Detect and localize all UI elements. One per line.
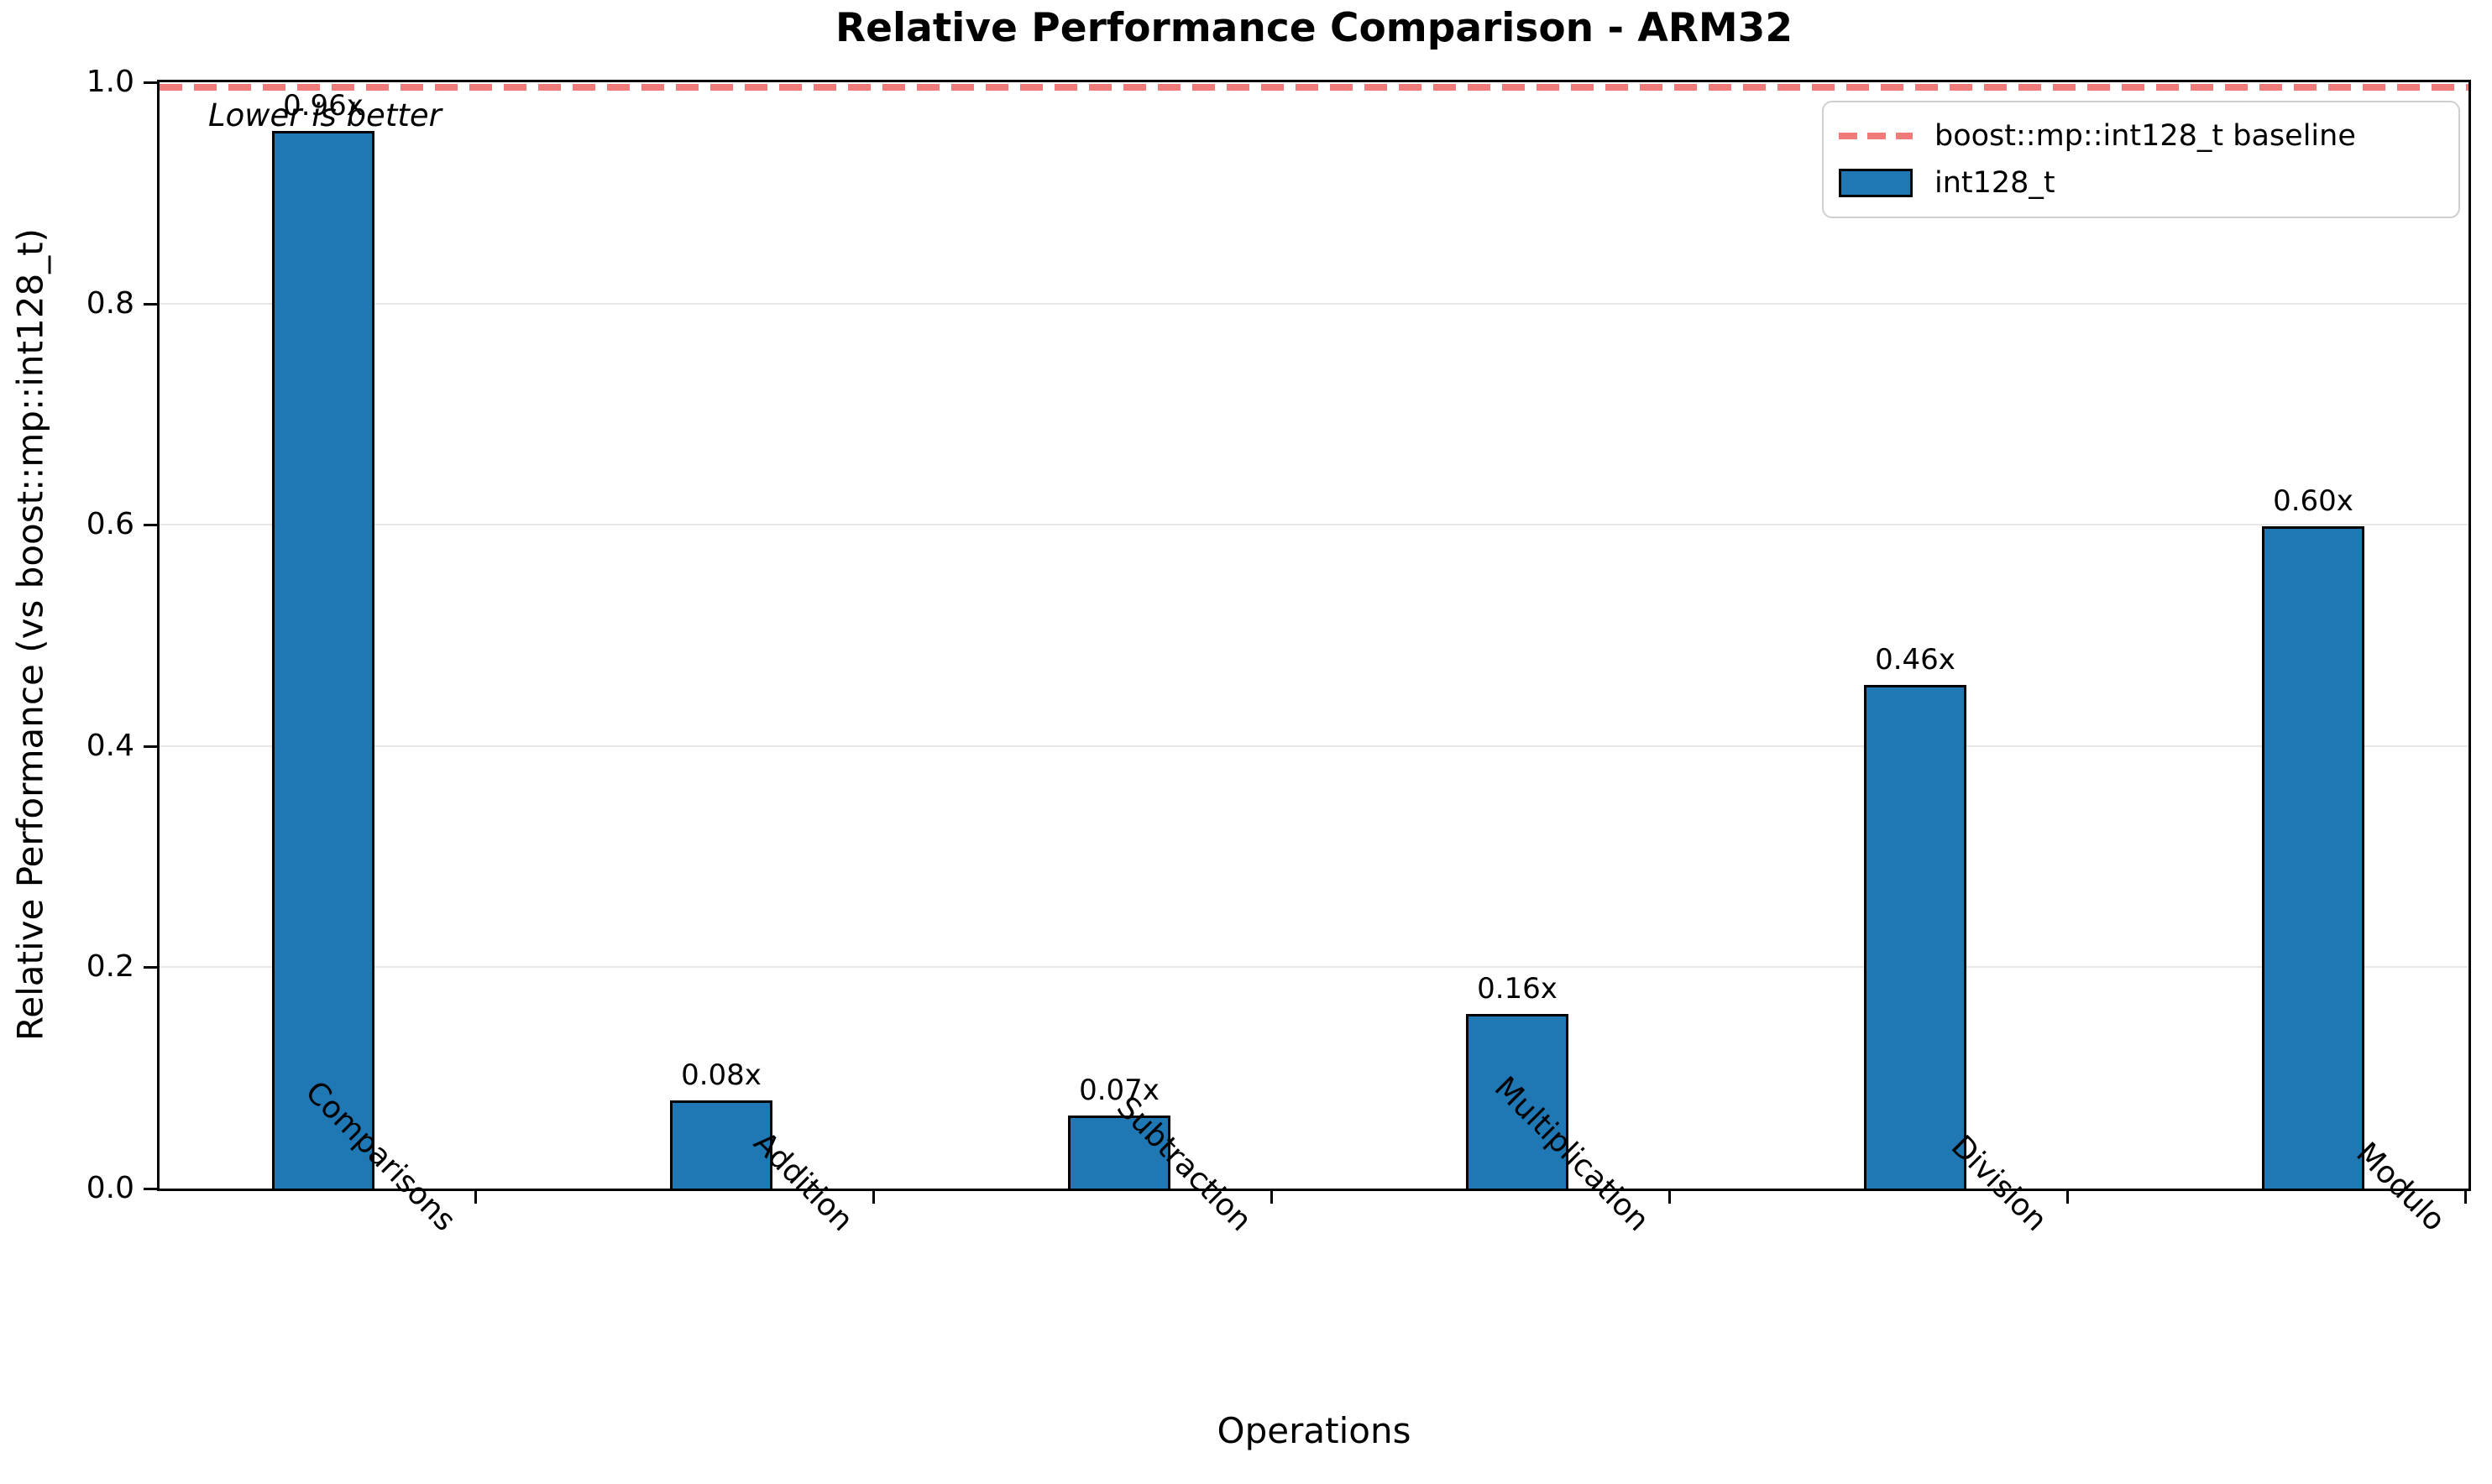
gridline <box>160 524 2468 525</box>
legend: boost::mp::int128_t baseline int128_t <box>1822 101 2460 218</box>
bar-value-label: 0.07x <box>1079 1074 1160 1107</box>
y-tick-mark <box>144 745 157 748</box>
baseline-dashed-line <box>160 84 2468 91</box>
gridline <box>160 303 2468 305</box>
bar-subtraction <box>1068 1116 1170 1189</box>
legend-item-baseline: boost::mp::int128_t baseline <box>1839 119 2443 153</box>
bar-swatch-icon <box>1839 169 1913 197</box>
bar-modulo <box>2262 526 2364 1189</box>
y-tick-mark <box>144 81 157 84</box>
y-tick-label: 0.6 <box>86 507 134 541</box>
gridline <box>160 966 2468 968</box>
y-tick-label: 1.0 <box>86 65 134 99</box>
x-tick-mark <box>474 1191 477 1204</box>
bar-value-label: 0.08x <box>681 1058 762 1092</box>
y-tick-label: 0.8 <box>86 286 134 321</box>
gridline <box>160 745 2468 747</box>
bar-addition <box>670 1100 772 1189</box>
x-tick-mark <box>2066 1191 2069 1204</box>
bar-value-label: 0.46x <box>1875 643 1955 677</box>
x-tick-mark <box>2464 1191 2467 1204</box>
y-axis-label: Relative Performance (vs boost::mp::int1… <box>9 227 51 1042</box>
bar-value-label: 0.96x <box>283 89 364 123</box>
y-tick-label: 0.4 <box>86 729 134 763</box>
x-tick-mark <box>1270 1191 1273 1204</box>
x-axis-label: Operations <box>1217 1410 1411 1451</box>
x-tick-mark <box>872 1191 875 1204</box>
bar-multiplication <box>1466 1014 1568 1189</box>
y-tick-mark <box>144 1188 157 1190</box>
x-tick-mark <box>1668 1191 1671 1204</box>
bar-division <box>1864 685 1966 1189</box>
dashed-line-icon <box>1839 133 1913 139</box>
bar-value-label: 0.16x <box>1477 972 1558 1006</box>
y-tick-mark <box>144 303 157 306</box>
y-tick-mark <box>144 966 157 969</box>
y-tick-label: 0.0 <box>86 1171 134 1205</box>
bar-comparisons <box>272 131 374 1189</box>
legend-series-label: int128_t <box>1934 166 2055 200</box>
legend-baseline-label: boost::mp::int128_t baseline <box>1934 119 2356 153</box>
legend-item-int128: int128_t <box>1839 166 2443 200</box>
plot-area <box>157 80 2471 1191</box>
y-tick-mark <box>144 524 157 526</box>
y-tick-label: 0.2 <box>86 949 134 984</box>
lower-is-better-annotation: Lower is better <box>208 97 442 133</box>
bar-value-label: 0.60x <box>2273 484 2353 518</box>
chart-title: Relative Performance Comparison - ARM32 <box>835 5 1793 51</box>
